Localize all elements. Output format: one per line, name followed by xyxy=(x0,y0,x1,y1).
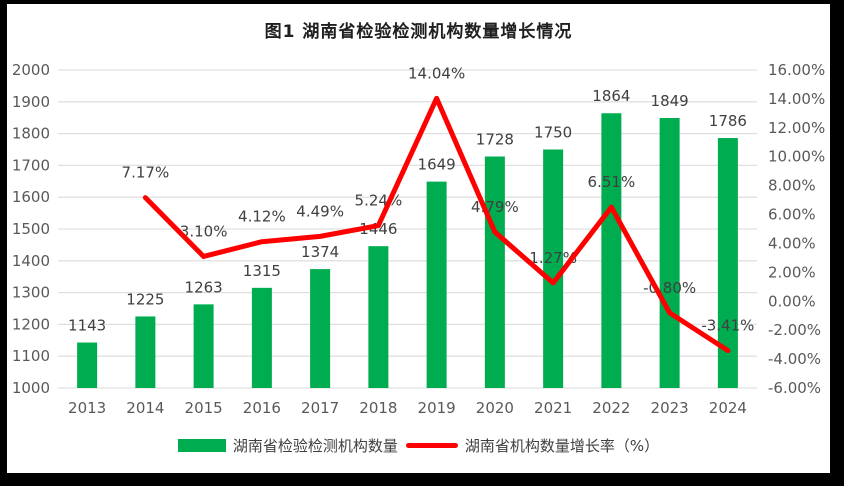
y-axis-tick-label: 1400 xyxy=(12,252,50,270)
bar xyxy=(135,316,156,388)
bar xyxy=(543,149,564,388)
bar xyxy=(193,304,214,388)
legend-label-institution-count: 湖南省检验检测机构数量 xyxy=(232,437,398,455)
line-value-label: 4.79% xyxy=(471,198,519,216)
line-value-label: -3.41% xyxy=(701,317,754,335)
bar-value-label: 1728 xyxy=(476,130,514,148)
y2-axis-tick-label: 16.00% xyxy=(768,61,825,79)
line-value-label: 6.51% xyxy=(588,173,636,191)
x-axis-tick-label: 2019 xyxy=(418,399,456,417)
bar-series-swatch xyxy=(177,439,226,452)
legend-label-growth-rate: 湖南省机构数量增长率（%） xyxy=(464,437,660,455)
y2-axis-tick-label: 4.00% xyxy=(768,234,816,252)
x-axis-tick-label: 2013 xyxy=(68,399,106,417)
bar xyxy=(717,138,738,388)
y-axis-tick-label: 1900 xyxy=(12,93,50,111)
y2-axis-tick-label: 0.00% xyxy=(768,292,816,310)
y2-axis-tick-label: -6.00% xyxy=(768,379,821,397)
bar-value-label: 1263 xyxy=(185,278,223,296)
bar xyxy=(368,246,389,388)
x-axis-tick-label: 2024 xyxy=(709,399,747,417)
bar-value-label: 1315 xyxy=(243,262,281,280)
bar-value-label: 1143 xyxy=(68,317,106,335)
y2-axis-tick-label: -4.00% xyxy=(768,350,821,368)
legend-item-institution-count: 湖南省检验检测机构数量 xyxy=(177,435,398,456)
bar-value-label: 1649 xyxy=(418,156,456,174)
x-axis-tick-label: 2023 xyxy=(651,399,689,417)
y-axis-tick-label: 1800 xyxy=(12,125,50,143)
bar xyxy=(484,156,505,388)
growth-rate-line xyxy=(142,95,731,354)
y-axis-tick-label: 1600 xyxy=(12,188,50,206)
line-value-label: 14.04% xyxy=(408,64,465,82)
line-value-label: 7.17% xyxy=(122,164,170,182)
y2-axis-tick-label: -2.00% xyxy=(768,321,821,339)
bar xyxy=(310,269,331,388)
line-value-label: 3.10% xyxy=(180,222,228,240)
line-value-label: 4.12% xyxy=(238,208,286,226)
bar-value-label: 1225 xyxy=(126,290,164,308)
bar xyxy=(251,287,272,388)
x-axis-tick-label: 2016 xyxy=(243,399,281,417)
bar-value-label: 1786 xyxy=(709,112,747,130)
y2-axis-tick-label: 8.00% xyxy=(768,177,816,195)
y2-axis-tick-label: 2.00% xyxy=(768,263,816,281)
bar-value-label: 1864 xyxy=(592,87,630,105)
x-axis-tick-label: 2022 xyxy=(592,399,630,417)
y-axis-tick-label: 1100 xyxy=(12,347,50,365)
bar xyxy=(601,113,622,389)
bar-value-label: 1849 xyxy=(651,92,689,110)
y2-axis-tick-label: 10.00% xyxy=(768,148,825,166)
line-value-label: 4.49% xyxy=(296,202,344,220)
x-axis-tick-label: 2018 xyxy=(359,399,397,417)
chart-legend: 湖南省检验检测机构数量 湖南省机构数量增长率（%） xyxy=(7,435,830,456)
chart-title: 图1 湖南省检验检测机构数量增长情况 xyxy=(264,22,573,42)
y2-axis-tick-label: 14.00% xyxy=(768,90,825,108)
y-axis-tick-label: 2000 xyxy=(12,61,50,79)
x-axis-tick-label: 2014 xyxy=(126,399,164,417)
bar-value-label: 1374 xyxy=(301,243,339,261)
x-axis-tick-label: 2020 xyxy=(476,399,514,417)
bar-value-label: 1750 xyxy=(534,124,572,142)
y-axis-tick-label: 1200 xyxy=(12,315,50,333)
bar xyxy=(77,342,98,388)
legend-item-growth-rate: 湖南省机构数量增长率（%） xyxy=(405,435,660,456)
y-axis-tick-label: 1500 xyxy=(12,220,50,238)
y2-axis-tick-label: 6.00% xyxy=(768,206,816,224)
bar-value-label: 1446 xyxy=(359,220,397,238)
y-axis-tick-label: 1700 xyxy=(12,156,50,174)
line-value-label: 1.27% xyxy=(529,249,577,267)
line-series-swatch xyxy=(405,443,458,448)
x-axis-tick-label: 2021 xyxy=(534,399,572,417)
x-axis-tick-label: 2017 xyxy=(301,399,339,417)
y-axis-tick-label: 1300 xyxy=(12,284,50,302)
bar xyxy=(659,118,680,388)
y-axis-tick-label: 1000 xyxy=(12,379,50,397)
bar xyxy=(426,181,447,388)
y2-axis-tick-label: 12.00% xyxy=(768,119,825,137)
x-axis-tick-label: 2015 xyxy=(185,399,223,417)
